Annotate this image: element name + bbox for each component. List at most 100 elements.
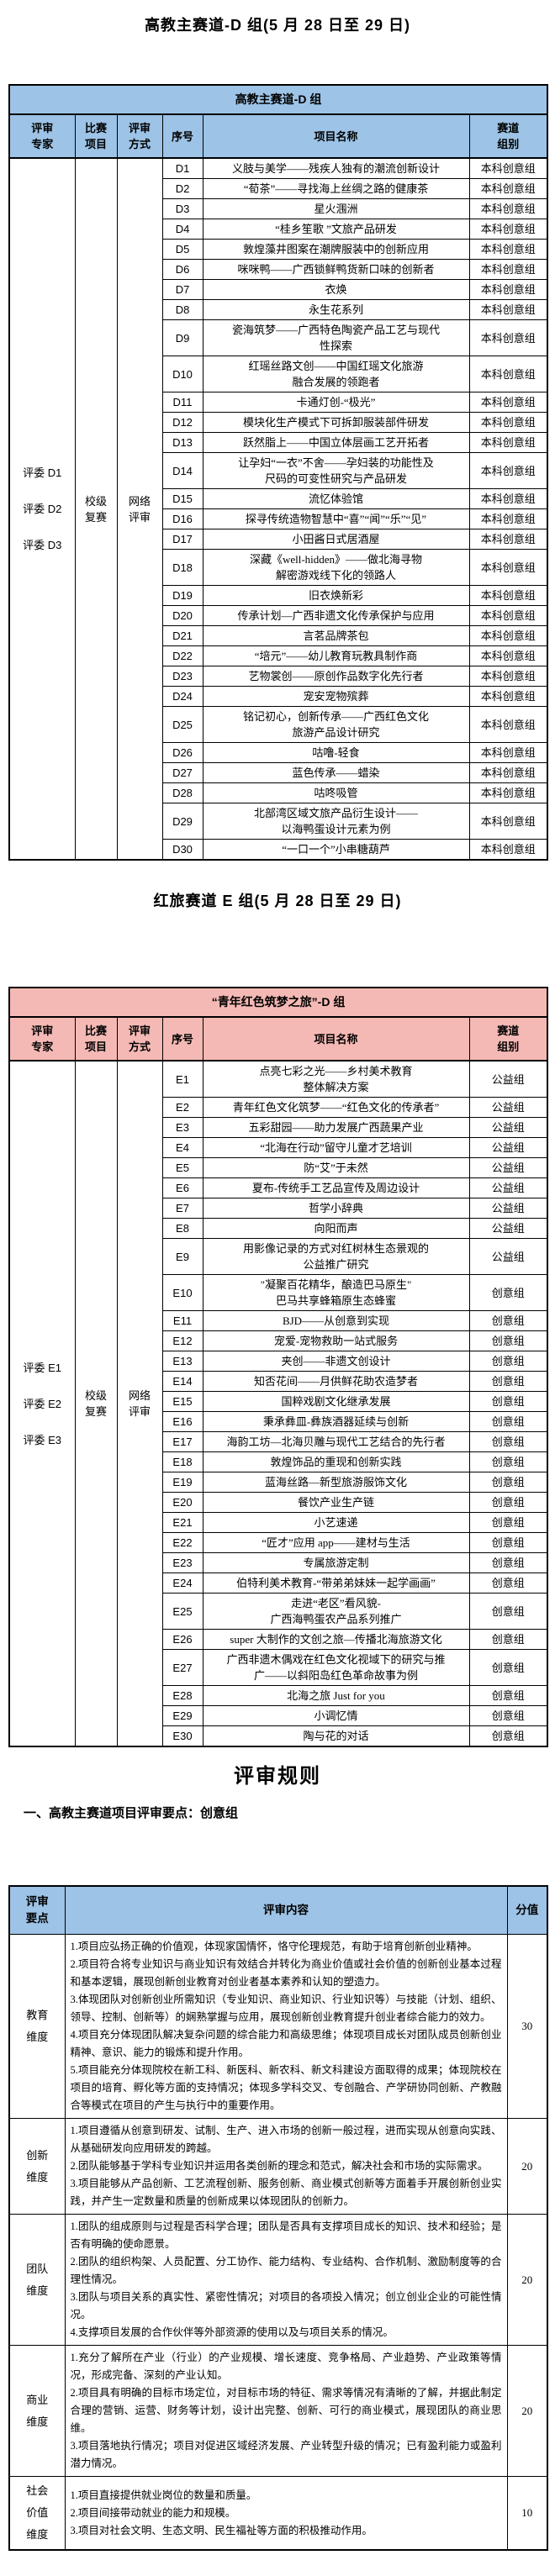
- track-group: 本科创意组: [468, 605, 548, 626]
- project-name: BJD——从创意到实现: [202, 1310, 470, 1331]
- track-group: 本科创意组: [468, 432, 548, 453]
- project-no: E12: [161, 1330, 204, 1351]
- project-no: D26: [161, 742, 204, 763]
- rule-score: 30: [506, 1934, 548, 2119]
- track-group: 创意组: [468, 1411, 548, 1432]
- project-name: 宠爱-宠物救助一站式服务: [202, 1330, 470, 1351]
- project-no: E10: [161, 1274, 204, 1311]
- col-header-name: 项目名称: [202, 1016, 470, 1061]
- project-name: 传承计划—广西非遗文化传承保护与应用: [202, 605, 470, 626]
- project-no: E15: [161, 1391, 204, 1412]
- project-name: 专属旅游定制: [202, 1552, 470, 1573]
- rules-subtitle: 一、高教主赛道项目评审要点：创意组: [24, 1806, 239, 1820]
- rules-title: 评审规则: [234, 1765, 321, 1788]
- project-no: D6: [161, 259, 204, 280]
- track-group: 本科创意组: [468, 259, 548, 280]
- project-name: 陶与花的对话: [202, 1725, 470, 1747]
- rule-content: 1.充分了解所在产业（行业）的产业规模、增长速度、竞争格局、产业趋势、产业政策等…: [64, 2345, 508, 2477]
- project-no: E5: [161, 1157, 204, 1178]
- project-no: E4: [161, 1137, 204, 1158]
- d-table-caption: 高教主赛道-D 组: [8, 84, 548, 115]
- project-no: E30: [161, 1725, 204, 1747]
- rule-item: 3.项目对社会文明、生态文明、民生福祉等方面的积极推动作用。: [70, 2524, 373, 2536]
- project-name: 敦煌藻井图案在潮牌服装中的创新应用: [202, 239, 470, 260]
- project-no: D17: [161, 529, 204, 550]
- project-name: 衣焕: [202, 279, 470, 300]
- rules-col-aspect: 评审 要点: [8, 1885, 66, 1935]
- project-name: “荀茶”——寻找海上丝绸之路的健康茶: [202, 178, 470, 199]
- project-name: 旧衣焕新彩: [202, 585, 470, 606]
- project-no: E29: [161, 1705, 204, 1726]
- track-group: 本科创意组: [468, 762, 548, 783]
- project-row: D24 宠安宠物殡葬 本科创意组: [9, 686, 548, 707]
- project-row: D25 铭记初心，创新传承——广西红色文化 旅游产品设计研究 本科创意组: [9, 706, 548, 743]
- project-no: D16: [161, 508, 204, 529]
- project-no: D21: [161, 625, 204, 646]
- project-row: D3 星火涠洲 本科创意组: [9, 198, 548, 219]
- project-name: 北部湾区域文旅产品衍生设计—— 以海鸭蛋设计元素为例: [202, 803, 470, 840]
- track-group: 本科创意组: [468, 412, 548, 433]
- project-no: D13: [161, 432, 204, 453]
- track-group: 本科创意组: [468, 178, 548, 199]
- track-group: 创意组: [468, 1572, 548, 1594]
- project-row: E27 广西非遗木偶戏在红色文化视域下的研究与推 广——以斜阳岛红色革命故事为例创…: [9, 1649, 548, 1686]
- project-no: D24: [161, 686, 204, 707]
- project-no: E13: [161, 1351, 204, 1372]
- project-name: 青年红色文化筑梦——“红色文化的传承者”: [202, 1097, 470, 1118]
- track-group: 本科创意组: [468, 645, 548, 666]
- track-group: 创意组: [468, 1310, 548, 1331]
- project-row: E30 陶与花的对话 创意组: [9, 1725, 548, 1747]
- track-group: 本科创意组: [468, 219, 548, 240]
- project-name: 知否花间——月供鲜花助农造梦者: [202, 1371, 470, 1392]
- project-name: 咕噜-轻食: [202, 742, 470, 763]
- project-no: D28: [161, 782, 204, 803]
- track-group: 公益组: [468, 1238, 548, 1275]
- project-no: D7: [161, 279, 204, 300]
- project-row: E17 海韵工坊—北海贝雕与现代工艺结合的先行者 创意组: [9, 1431, 548, 1452]
- track-group: 本科创意组: [468, 508, 548, 529]
- competition-stage-cell: 校级 复赛: [74, 157, 118, 861]
- project-row: D30 “一口一个”小串糖葫芦 本科创意组: [9, 839, 548, 861]
- project-name: “桂乡笙歌 ”文旅产品研发: [202, 219, 470, 240]
- track-group: 本科创意组: [468, 839, 548, 861]
- rule-item: 2.团队的组织构架、人员配置、分工协作、能力结构、专业结构、合作机制、激励制度等…: [70, 2256, 502, 2285]
- rule-content: 1.项目直接提供就业岗位的数量和质量。 2.项目间接带动就业的能力和规模。 3.项目…: [64, 2476, 508, 2551]
- project-name: “匠才”应用 app——建材与生活: [202, 1532, 470, 1553]
- project-row: E22 “匠才”应用 app——建材与生活 创意组: [9, 1532, 548, 1553]
- project-name: 伯特利美术教育-“带弟弟妹妹一起学画画”: [202, 1572, 470, 1594]
- project-row: D15 流忆体验馆 本科创意组: [9, 488, 548, 509]
- track-group: 创意组: [468, 1371, 548, 1392]
- project-name: 小调忆情: [202, 1705, 470, 1726]
- track-group: 本科创意组: [468, 585, 548, 606]
- project-row: E4 “北海在行动”留守儿童才艺培训 公益组: [9, 1137, 548, 1158]
- project-no: E22: [161, 1532, 204, 1553]
- judge-label: 评委 E3: [23, 1433, 61, 1446]
- rule-score: 20: [506, 2345, 548, 2477]
- rule-score: 20: [506, 2214, 548, 2346]
- track-group: 公益组: [468, 1177, 548, 1198]
- project-name: 小田酱日式居酒屋: [202, 529, 470, 550]
- rule-item: 3.体现团队对创新创业所需知识（专业知识、商业知识、行业知识等）与技能（计划、组…: [70, 1994, 502, 2023]
- project-row: D29 北部湾区域文旅产品衍生设计—— 以海鸭蛋设计元素为例 本科创意组: [9, 803, 548, 840]
- col-header-group: 赛道 组别: [468, 113, 548, 159]
- project-name: 卡通灯创-“极光”: [202, 392, 470, 413]
- project-no: E26: [161, 1629, 204, 1650]
- project-name: 秉承彝皿-彝族酒器延续与创新: [202, 1411, 470, 1432]
- e-table-header-row: 评审 专家 比赛 项目 评审 方式 序号 项目名称 赛道 组别: [8, 1016, 548, 1061]
- rule-item: 1.团队的组成原则与过程是否科学合理；团队是否具有支撑项目成长的知识、技术和经验…: [70, 2220, 502, 2250]
- project-no: D5: [161, 239, 204, 260]
- rule-content: 1.团队的组成原则与过程是否科学合理；团队是否具有支撑项目成长的知识、技术和经验…: [64, 2214, 508, 2346]
- project-name: 咕咚吸管: [202, 782, 470, 803]
- project-no: D23: [161, 666, 204, 687]
- project-no: E17: [161, 1431, 204, 1452]
- project-row: E23 专属旅游定制 创意组: [9, 1552, 548, 1573]
- project-row: 评委 E1 评委 E2 评委 E3 校级 复赛 网络 评审 E1 点亮七彩之光——乡村美术教…: [8, 1060, 548, 1747]
- project-name: super 大制作的文创之旅—传播北海旅游文化: [202, 1629, 470, 1650]
- project-name: 广西非遗木偶戏在红色文化视域下的研究与推 广——以斜阳岛红色革命故事为例: [202, 1649, 470, 1686]
- project-name: "凝聚百花精华，酿造巴马原生" 巴马共享蜂箱原生态蜂蜜: [202, 1274, 470, 1311]
- project-row: E13 夹创——非遗文创设计 创意组: [9, 1351, 548, 1372]
- rules-header-row: 评审 要点 评审内容 分值: [8, 1885, 548, 1935]
- project-row: D11 卡通灯创-“极光” 本科创意组: [9, 392, 548, 413]
- project-name: “北海在行动”留守儿童才艺培训: [202, 1137, 470, 1158]
- track-group: 创意组: [468, 1351, 548, 1372]
